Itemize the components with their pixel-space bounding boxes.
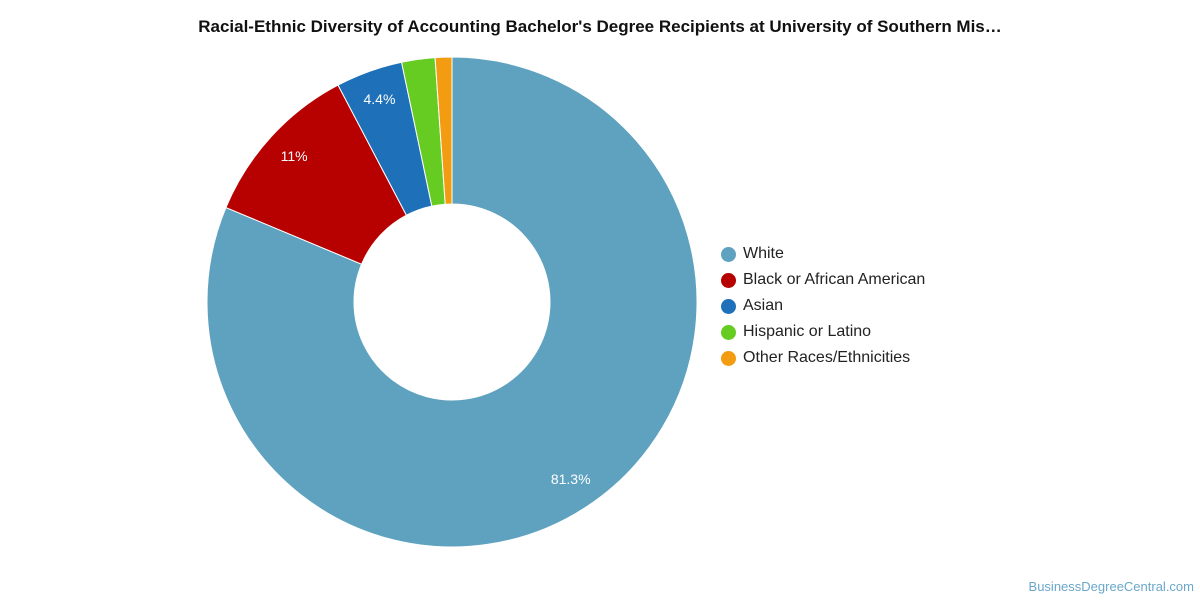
legend-item-other-races-ethnicities[interactable]: Other Races/Ethnicities bbox=[721, 345, 925, 371]
legend-marker-icon bbox=[721, 350, 736, 366]
source-credit-link[interactable]: BusinessDegreeCentral.com bbox=[1028, 579, 1194, 594]
legend-marker-icon bbox=[721, 272, 736, 288]
legend-marker-icon bbox=[721, 246, 736, 262]
slice-white[interactable] bbox=[206, 56, 698, 548]
data-label-asian: 4.4% bbox=[364, 91, 396, 107]
legend-label: Other Races/Ethnicities bbox=[743, 349, 911, 366]
legend-label: Hispanic or Latino bbox=[743, 323, 872, 340]
legend-item-hispanic-or-latino[interactable]: Hispanic or Latino bbox=[721, 319, 925, 345]
legend-marker-icon bbox=[721, 298, 736, 314]
data-label-black-or-african-american: 11% bbox=[281, 148, 308, 164]
data-label-white: 81.3% bbox=[551, 471, 591, 487]
slices-layer bbox=[206, 56, 698, 548]
legend: White Black or African American Asian Hispa… bbox=[721, 241, 925, 371]
legend-label: White bbox=[743, 245, 784, 262]
data-labels-layer: 81.3% 11% 4.4% bbox=[281, 91, 591, 487]
legend-item-black-or-african-american[interactable]: Black or African American bbox=[721, 267, 925, 293]
legend-label: Black or African American bbox=[743, 271, 926, 288]
legend-label: Asian bbox=[743, 297, 784, 314]
legend-item-asian[interactable]: Asian bbox=[721, 293, 925, 319]
slice-other-races-ethnicities[interactable] bbox=[434, 56, 453, 205]
legend-item-white[interactable]: White bbox=[721, 241, 925, 267]
chart-title: Racial-Ethnic Diversity of Accounting Ba… bbox=[198, 17, 1002, 36]
legend-marker-icon bbox=[721, 324, 736, 340]
